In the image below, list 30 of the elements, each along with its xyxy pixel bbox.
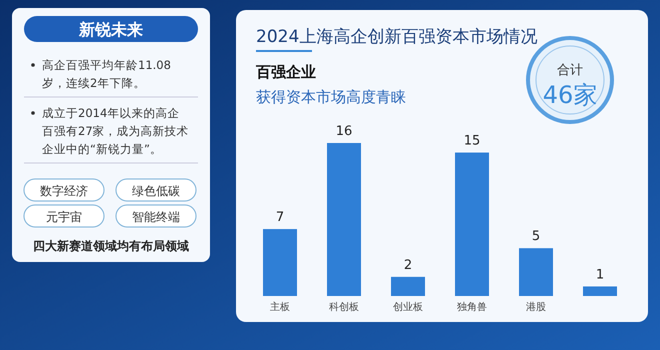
- bar: [263, 229, 297, 296]
- bar: [391, 276, 425, 296]
- text: 智能终端: [132, 210, 180, 224]
- data-label: 5: [532, 229, 540, 244]
- data-label: 15: [464, 134, 480, 149]
- chart-title: 2024上海高企创新百强资本市场情况: [256, 27, 538, 47]
- x-tick-label: 独角兽: [457, 301, 487, 313]
- x-tick-label: 港股: [526, 301, 546, 313]
- text: 获得资本市场高度青睐: [256, 88, 406, 106]
- text: 合计: [557, 63, 583, 78]
- bar: [583, 286, 617, 296]
- text: 46家: [542, 81, 598, 109]
- bar: [455, 152, 489, 296]
- x-tick-label: 创业板: [393, 301, 423, 313]
- data-label: 7: [276, 210, 284, 226]
- bar: [327, 143, 361, 296]
- text: 新锐未来: [78, 20, 143, 39]
- bar: [519, 248, 553, 296]
- text: 绿色低碳: [132, 184, 180, 198]
- data-label: 1: [596, 267, 604, 282]
- chart-subtitle: 百强企业: [255, 63, 316, 81]
- data-label: 2: [404, 258, 412, 273]
- data-label: 16: [336, 124, 352, 139]
- x-tick-label: 主板: [270, 301, 290, 313]
- text: 元宇宙: [46, 210, 82, 224]
- text: 数字经济: [40, 184, 88, 198]
- text: 成立于2014年以来的高企百强有27家，成为高新技术企业中的“新锐力量”。: [42, 106, 189, 156]
- text: 高企百强平均年龄11.08岁，连续2年下降。: [42, 58, 171, 90]
- text: 四大新赛道领域均有布局领域: [33, 239, 189, 253]
- x-tick-label: 科创板: [329, 301, 359, 313]
